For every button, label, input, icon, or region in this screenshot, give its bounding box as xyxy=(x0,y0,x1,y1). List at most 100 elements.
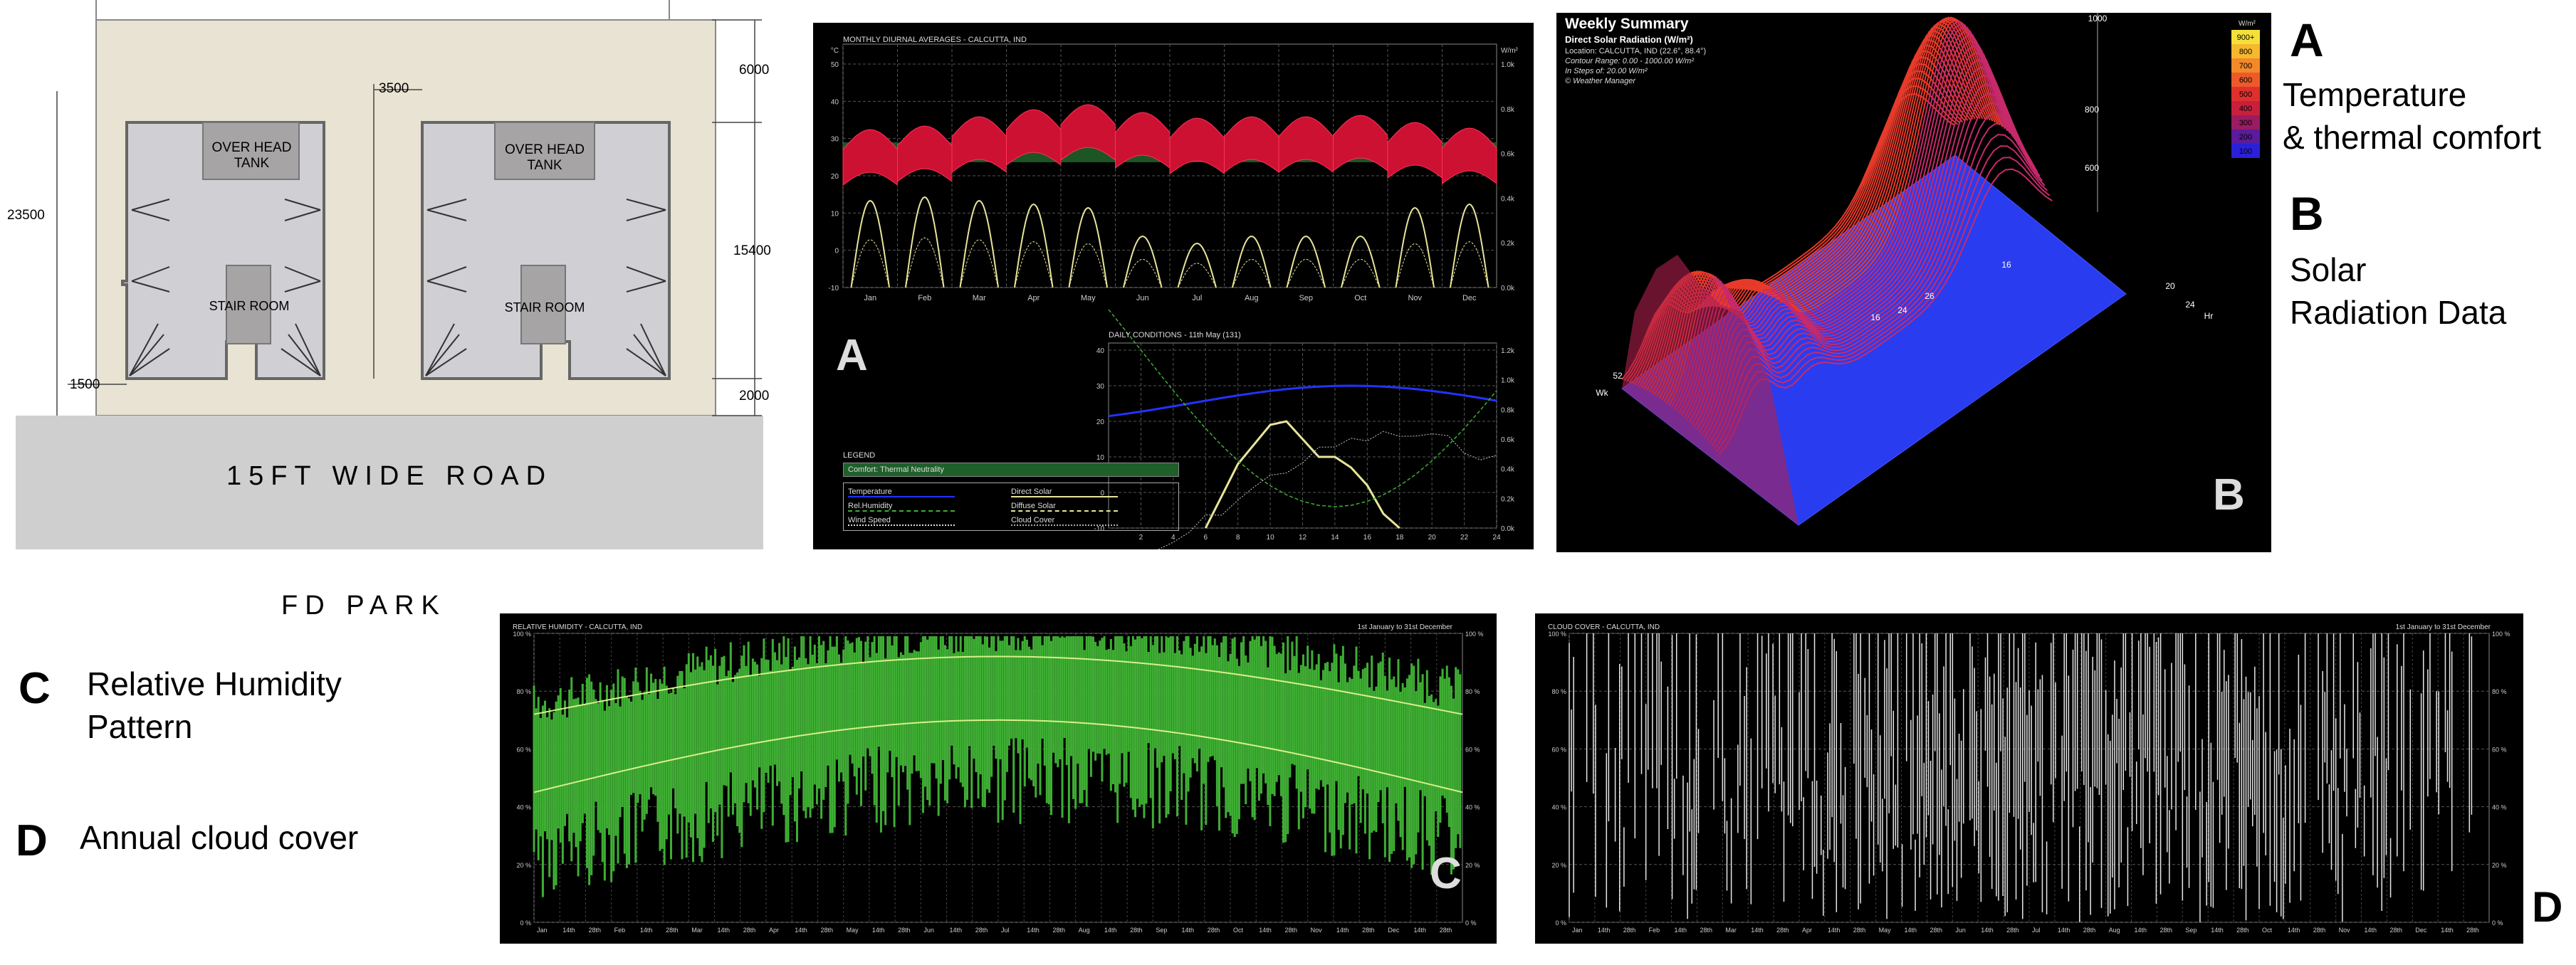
surface-ribbon xyxy=(1658,17,1994,399)
direct-solar-curve xyxy=(1395,206,1435,288)
direct-solar-curve xyxy=(959,199,1000,288)
annual-x-tick: Jul xyxy=(2032,927,2041,934)
monthly-y-right-tick: 0.6k xyxy=(1501,151,1515,159)
dim-left: 23500 xyxy=(7,208,45,223)
annual-y-tick-right: 60 % xyxy=(1465,746,1480,753)
caption-d-text: Annual cloud cover xyxy=(80,819,359,856)
annual-x-tick: 14th xyxy=(2288,927,2300,934)
daily-x-tick: 12 xyxy=(1299,534,1307,542)
annual-x-tick: 14th xyxy=(1598,927,1611,934)
surface-ribbon xyxy=(1653,20,1989,396)
humidity-chart: 100 % 100 % 80 % 80 % 60 % 60 % 40 % 40 % 20 % 20… xyxy=(513,631,1484,934)
annual-x-tick: 14th xyxy=(718,927,731,934)
monthly-left-unit: °C xyxy=(831,47,839,55)
annual-y-tick: 80 % xyxy=(1551,688,1566,695)
daily-y-tick: 20 xyxy=(1096,418,1105,426)
monthly-y-tick: -10 xyxy=(829,285,839,292)
surface-front-wall xyxy=(1622,255,1799,525)
diffuse-solar-curve xyxy=(1232,258,1271,288)
annual-x-tick: Nov xyxy=(1311,927,1323,934)
annual-x-tick: 14th xyxy=(1828,927,1841,934)
legend-cloud-cover: Cloud Cover xyxy=(1011,516,1118,526)
annual-y-tick-right: 100 % xyxy=(1465,631,1484,638)
annual-x-tick: 14th xyxy=(1981,927,1994,934)
temperature-band xyxy=(1169,117,1225,174)
annual-x-tick: Mar xyxy=(691,927,703,934)
annual-x-tick: Dec xyxy=(2415,927,2427,934)
annual-x-tick: 14th xyxy=(2365,927,2377,934)
annual-x-tick: Jun xyxy=(923,927,934,934)
legend-temperature: Temperature xyxy=(848,487,955,497)
monthly-y-tick: 40 xyxy=(831,98,839,106)
surface-axis-label: 26 xyxy=(1925,291,1934,301)
daily-y-right-tick: 0.2k xyxy=(1501,495,1515,503)
legend-diffuse-solar: Diffuse Solar xyxy=(1011,502,1118,512)
annual-y-tick: 100 % xyxy=(1548,631,1566,638)
month-label: Dec xyxy=(1462,294,1477,302)
scale-tick: 600 xyxy=(2239,76,2252,85)
temperature-band xyxy=(842,129,898,186)
legend: LEGEND Comfort: Thermal Neutrality Tempe… xyxy=(843,451,1179,531)
month-label: Aug xyxy=(1245,294,1259,302)
diffuse-solar-curve xyxy=(1287,258,1326,288)
surface-axis-label: 52 xyxy=(1613,371,1623,381)
annual-x-tick: Jul xyxy=(1001,927,1010,934)
annual-x-tick: Oct xyxy=(1233,927,1244,934)
scale-tick: 200 xyxy=(2239,133,2252,142)
daily-y-tick: 0 xyxy=(1100,490,1104,497)
humidity-range: 1st January to 31st December xyxy=(1357,623,1452,631)
credit-text: © Weather Manager xyxy=(1565,77,1636,85)
annual-x-tick: Apr xyxy=(769,927,779,934)
monthly-y-tick: 10 xyxy=(831,210,839,218)
daily-y-tick: 40 xyxy=(1096,347,1105,355)
scale-swatch xyxy=(2231,58,2260,73)
annual-y-tick-right: 0 % xyxy=(2492,919,2503,927)
annual-x-tick: Jan xyxy=(1572,927,1583,934)
surface-axis-label: 1000 xyxy=(2088,14,2108,23)
building-unit-a xyxy=(121,121,325,380)
building-unit-b xyxy=(421,121,671,380)
daily-x-tick: 6 xyxy=(1203,534,1208,542)
surface-ribbon xyxy=(1703,102,2038,438)
annual-x-tick: 28th xyxy=(1052,927,1065,934)
dim-left-small: 1500 xyxy=(70,377,100,392)
daily-x-tick: 16 xyxy=(1363,534,1372,542)
caption-b-text-2: Radiation Data xyxy=(2290,294,2507,331)
site-plan-drawing xyxy=(16,0,763,549)
daily-y-right-tick: 1.2k xyxy=(1501,347,1515,355)
annual-x-tick: 28th xyxy=(1623,927,1636,934)
direct-solar-curve xyxy=(1123,235,1163,288)
cloud-cover-chart: 100 % 100 % 80 % 80 % 60 % 60 % 40 % 40 % 20 % 20… xyxy=(1548,631,2510,934)
monthly-right-unit: W/m² xyxy=(1501,47,1519,55)
road-label: 15FT WIDE ROAD xyxy=(226,461,553,491)
diffuse-solar-curve xyxy=(905,237,945,288)
annual-y-tick: 60 % xyxy=(1551,746,1566,753)
direct-solar-curve xyxy=(1177,242,1217,288)
daily-x-tick: 14 xyxy=(1331,534,1339,542)
cloud-title: CLOUD COVER - CALCUTTA, IND xyxy=(1548,623,1660,631)
direct-solar-curve xyxy=(904,196,945,288)
surface-ribbon xyxy=(1651,23,1986,394)
temperature-charts: 50403020100-101.0k0.8k0.6k0.4k0.2k0.0kJa… xyxy=(829,43,1519,582)
surface-axis-label: 24 xyxy=(1897,305,1907,315)
humidity-upper-trend xyxy=(533,655,1463,715)
scale-tick: 400 xyxy=(2239,105,2252,113)
caption-a-text-2: & thermal comfort xyxy=(2283,119,2541,156)
scale-swatch xyxy=(2231,130,2260,144)
scale-swatch xyxy=(2231,73,2260,87)
annual-x-tick: 28th xyxy=(1776,927,1789,934)
month-label: Jul xyxy=(1192,294,1202,302)
dim-gap: 3500 xyxy=(379,81,409,96)
scale-swatch xyxy=(2231,87,2260,101)
daily-y-right-tick: 0.0k xyxy=(1501,525,1515,533)
scale-tick: 900+ xyxy=(2237,33,2255,42)
annual-x-tick: 14th xyxy=(1675,927,1687,934)
monthly-y-right-tick: 0.4k xyxy=(1501,195,1515,203)
annual-y-tick: 60 % xyxy=(516,746,531,753)
weekly-summary-title: Weekly Summary xyxy=(1565,16,1689,32)
caption-c-text-1: Relative Humidity xyxy=(87,665,342,702)
stair-label-a: STAIR ROOM xyxy=(209,299,290,313)
scale-tick: 100 xyxy=(2239,147,2252,156)
annual-y-tick: 40 % xyxy=(516,804,531,811)
scale-swatch xyxy=(2231,101,2260,115)
